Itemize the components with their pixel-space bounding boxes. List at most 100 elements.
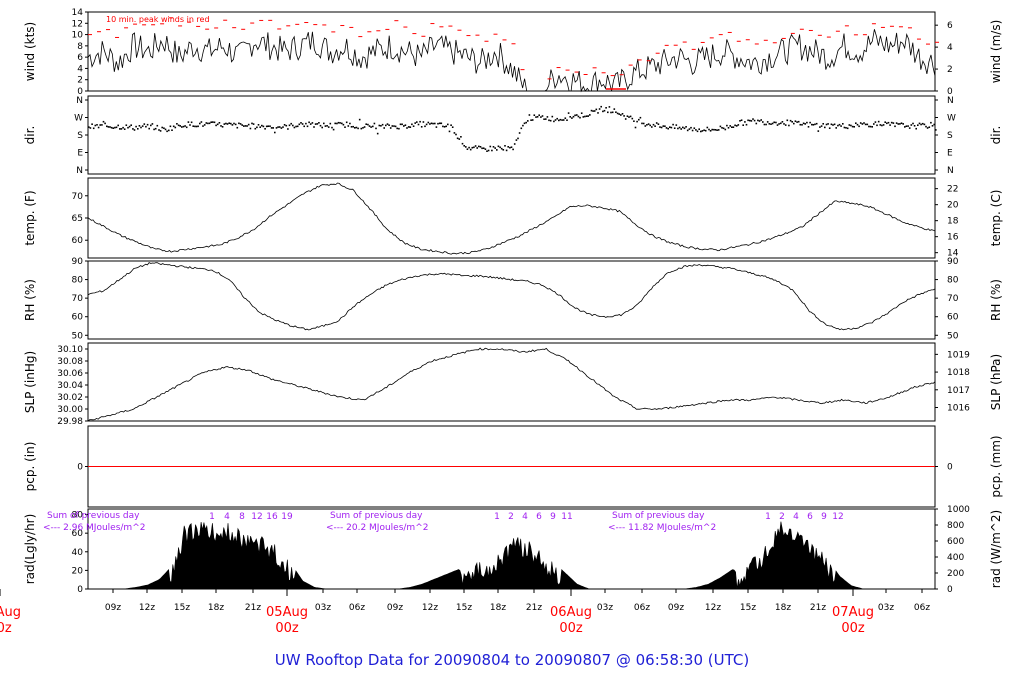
wind-direction-point [88,126,90,128]
wind-direction-point [714,129,717,131]
wind-direction-point [106,125,108,128]
wind-direction-point [744,121,746,123]
wind-direction-point [673,127,676,129]
wind-direction-point [122,126,124,129]
y-tick-label-right: 50 [947,331,959,341]
wind-direction-point [899,123,901,125]
wind-direction-point [252,123,255,125]
wind-direction-point [102,120,105,123]
wind-direction-point [806,121,808,124]
wind-direction-point [246,125,248,127]
wind-direction-point [166,130,168,133]
wind-direction-point [815,122,818,125]
wind-direction-point [321,126,323,129]
wind-direction-point [138,125,141,127]
panel-4: RH (%) RH (%) 50 60 70 80 90 50 60 70 80 90 [23,257,1003,341]
radiation-hour-mark: 6 [536,512,542,522]
wind-direction-point [536,116,539,118]
radiation-hour-mark: 6 [807,512,813,522]
wind-direction-point [636,120,638,123]
wind-direction-point [469,148,472,151]
wind-direction-point [859,122,862,124]
y-tick-label: 14 [72,8,84,18]
wind-direction-point [509,146,511,149]
wind-direction-point [752,118,754,120]
wind-direction-point [897,123,900,125]
wind-direction-point [182,125,185,128]
wind-direction-point [775,121,777,124]
wind-direction-point [797,120,800,123]
wind-direction-point [172,125,175,128]
wind-direction-point [228,122,230,124]
y-axis-label-right: rad (W/m^2) [989,510,1003,588]
wind-direction-point [641,122,643,125]
y-tick-label: 70 [72,192,84,202]
wind-direction-point [569,116,571,118]
wind-direction-point [589,114,591,116]
y-axis-label-right: SLP (hPa) [989,354,1003,410]
wind-direction-point [200,121,203,123]
wind-direction-point [546,116,549,118]
wind-direction-point [119,128,121,130]
wind-direction-point [523,122,526,125]
wind-direction-point [176,123,178,125]
wind-direction-point [887,121,890,124]
wind-direction-point [277,126,279,128]
wind-direction-point [566,119,568,121]
wind-direction-point [445,125,447,128]
wind-direction-point [492,146,495,148]
wind-direction-point [143,123,146,125]
x-tick-label: 03z [315,603,331,613]
y-tick-label: E [77,149,83,159]
wind-direction-point [884,121,886,123]
y-tick-label: W [74,114,83,124]
wind-direction-point [615,111,617,113]
wind-direction-point [425,123,428,126]
y-axis-label: rad(Lgly/hr) [23,514,37,585]
wind-direction-point [406,127,408,129]
wind-direction-point [432,122,434,125]
wind-direction-point [117,124,119,127]
wind-direction-point [383,127,385,129]
wind-direction-point [438,122,441,125]
x-tick-label: 21z [245,603,261,613]
wind-direction-point [655,122,658,124]
wind-direction-point [267,125,270,127]
wind-direction-point [275,127,278,129]
wind-direction-point [305,122,307,125]
wind-direction-point [900,122,903,124]
wind-direction-point [706,126,709,129]
x-tick-label: 21z [810,603,826,613]
wind-direction-point [323,122,325,125]
wind-direction-point [528,114,531,116]
wind-direction-point [512,148,514,151]
wind-direction-point [913,125,916,127]
y-tick-label-right: S [947,131,953,141]
y-tick-label: 65 [72,214,83,224]
wind-direction-point [238,122,240,125]
wind-direction-point [194,125,196,128]
wind-direction-point [874,121,877,123]
wind-direction-point [709,130,712,132]
wind-direction-point [553,120,555,123]
wind-direction-point [624,118,627,120]
wind-direction-point [230,122,232,125]
wind-direction-point [731,126,733,128]
wind-direction-point [385,124,387,127]
wind-direction-point [424,125,426,128]
radiation-hour-mark: 8 [239,512,245,522]
panel-3: temp. (F) temp. (C) 60 65 70 14 16 18 20 22 [23,177,1003,259]
wind-direction-point [749,119,751,122]
wind-direction-point [820,125,823,127]
wind-direction-point [331,126,333,129]
wind-direction-point [771,122,774,125]
wind-direction-point [326,125,328,127]
radiation-hour-mark: 2 [779,512,785,522]
wind-direction-point [804,123,806,125]
y-tick-label: 40 [72,548,84,558]
wind-direction-point [293,126,296,129]
wind-direction-point [838,123,841,126]
y-tick-label: 30.08 [57,357,83,367]
wind-direction-point [608,106,611,108]
